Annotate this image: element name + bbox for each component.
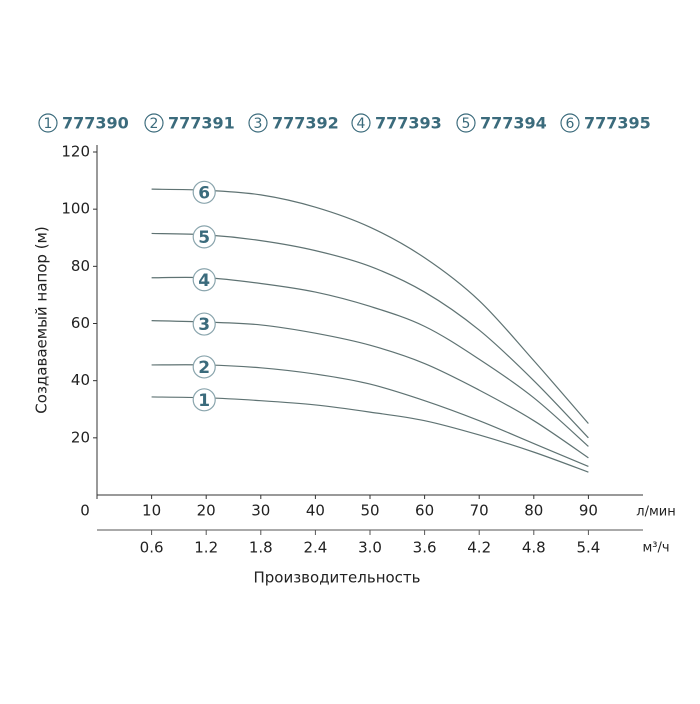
x2-unit: м³/ч	[642, 541, 669, 556]
legend-number: 6	[566, 116, 575, 132]
legend-label: 777391	[168, 114, 235, 133]
curve-marker	[192, 225, 216, 249]
legend-label: 777392	[272, 114, 339, 133]
x2-tick-label: 2.4	[303, 539, 327, 557]
x-unit: л/мин	[636, 505, 675, 520]
x-tick-label: 70	[470, 502, 489, 520]
legend-marker	[560, 113, 580, 133]
x-tick-label: 80	[524, 502, 543, 520]
legend-number: 1	[44, 116, 53, 132]
curve-marker	[192, 355, 216, 379]
y-tick-label: 60	[71, 314, 90, 332]
legend-label: 777394	[480, 114, 547, 133]
y-tick-label: 120	[61, 143, 90, 161]
curve-marker	[192, 180, 216, 204]
curve-marker-label: 3	[198, 315, 210, 335]
x-tick-label: 20	[197, 502, 216, 520]
curve	[151, 320, 589, 459]
x-tick-label: 60	[415, 502, 434, 520]
y-tick-label: 100	[61, 200, 90, 218]
curve-marker-label: 6	[198, 183, 210, 203]
x2-tick-label: 1.2	[194, 539, 218, 557]
legend-label: 777393	[375, 114, 442, 133]
x2-tick-label: 4.8	[522, 539, 546, 557]
curve-marker-label: 5	[198, 228, 210, 248]
legend-label: 777395	[584, 114, 651, 133]
legend-number: 2	[150, 116, 159, 132]
curve	[151, 232, 589, 439]
legend-marker	[248, 113, 268, 133]
curve	[151, 396, 589, 473]
legend-marker	[351, 113, 371, 133]
x2-tick-label: 3.0	[358, 539, 382, 557]
curve	[151, 276, 589, 447]
curve-marker-label: 2	[198, 358, 210, 378]
curve-marker-label: 4	[198, 271, 210, 291]
curve-marker	[192, 388, 216, 412]
curve	[151, 188, 589, 424]
y-tick-label: 40	[71, 371, 90, 389]
x-tick-label: 50	[360, 502, 379, 520]
legend-number: 4	[357, 116, 366, 132]
x-axis-title: Производительность	[253, 569, 420, 587]
x2-tick-label: 0.6	[140, 539, 164, 557]
legend-label: 777390	[62, 114, 129, 133]
x-tick-label: 0	[80, 502, 90, 520]
curve-marker	[192, 312, 216, 336]
curve-marker	[192, 268, 216, 292]
legend-number: 5	[462, 116, 471, 132]
legend-marker	[144, 113, 164, 133]
x-tick-label: 40	[306, 502, 325, 520]
legend-marker	[38, 113, 58, 133]
y-tick-label: 80	[71, 257, 90, 275]
legend-number: 3	[254, 116, 263, 132]
curve-marker-label: 1	[198, 391, 210, 411]
x-tick-label: 90	[579, 502, 598, 520]
y-axis-title: Создаваемый напор (м)	[33, 226, 51, 413]
x2-tick-label: 1.8	[249, 539, 273, 557]
x-tick-label: 10	[142, 502, 161, 520]
curve	[151, 364, 589, 467]
x2-tick-label: 5.4	[576, 539, 600, 557]
x2-tick-label: 3.6	[413, 539, 437, 557]
y-tick-label: 20	[71, 428, 90, 446]
legend-marker	[456, 113, 476, 133]
x-tick-label: 30	[251, 502, 270, 520]
x2-tick-label: 4.2	[467, 539, 491, 557]
